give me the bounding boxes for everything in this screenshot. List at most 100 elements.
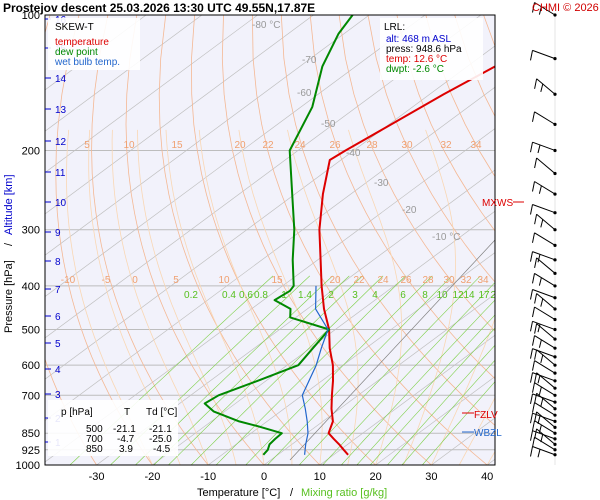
y-axis-label-altitude: Altitude [km]	[3, 174, 15, 235]
dry-adiabat-line	[125, 15, 265, 465]
x-axis-label-temp: Temperature [°C]	[197, 487, 280, 499]
mixing-ratio-line	[401, 359, 495, 465]
wind-barb	[532, 402, 557, 417]
temperature-tick-label: -20	[144, 471, 160, 483]
altitude-tick-label: 4	[55, 365, 61, 376]
wind-barb	[532, 111, 557, 126]
pressure-tick-label: 500	[22, 325, 40, 337]
pressure-tick-label: 400	[22, 281, 40, 293]
isotherm-line	[96, 169, 495, 465]
isotherm-line	[152, 210, 495, 465]
x-axis-label-mix: Mixing ratio [g/kg]	[301, 487, 387, 499]
mixing-ratio-label: 30	[401, 140, 413, 151]
legend: SKEW-T temperature dew point wet bulb te…	[48, 18, 140, 70]
wind-barb	[534, 411, 557, 430]
wind-barb-feather	[532, 2, 535, 13]
mixing-ratio-label: 0.2	[184, 290, 198, 301]
mixing-ratio-label: 20	[234, 140, 246, 151]
dry-adiabat-line	[396, 15, 495, 232]
table-header-t: T	[124, 407, 130, 418]
isotherm-line	[45, 15, 426, 297]
altitude-tick-label: 8	[55, 257, 61, 268]
wind-barb-feather	[532, 420, 535, 431]
wind-barb-feather	[532, 273, 535, 284]
wind-barb-feather	[537, 323, 541, 333]
table-cell: 850	[86, 444, 103, 455]
pressure-tick-label: 100	[22, 10, 40, 22]
table-cell: -25.0	[149, 434, 172, 445]
altitude-tick-label: 3	[55, 390, 61, 401]
wind-barb	[532, 382, 557, 397]
isotherm-line	[45, 45, 495, 380]
wind-barb-feather	[537, 375, 541, 384]
sounding-table: p [hPa] T Td [°C] 500 -21.1 -21.1 700 -4…	[48, 400, 178, 456]
isotherm-label: -80 °C	[252, 20, 280, 31]
wind-barb-feather	[538, 339, 542, 348]
wind-barb-shaft	[534, 181, 556, 195]
moist-adiabat-line	[287, 129, 359, 465]
mixing-ratio-line	[387, 344, 495, 465]
moist-adiabat-line	[137, 129, 237, 465]
mxws-marker: MXWS	[482, 198, 524, 209]
wind-barb-feather	[530, 348, 533, 359]
temperature-tick-label: 40	[481, 471, 493, 483]
mixing-ratio-label: 8	[422, 290, 428, 301]
mixing-ratio-label: 32	[440, 140, 452, 151]
wind-barb-shaft	[534, 360, 556, 374]
wind-barb-feather	[532, 181, 535, 192]
altitude-tick-label: 9	[55, 228, 61, 239]
legend-temperature: temperature	[55, 37, 109, 48]
wind-barb-shaft	[536, 293, 556, 310]
wind-barb	[532, 181, 557, 196]
isotherm-line	[45, 15, 370, 256]
temperature-tick-label: 20	[369, 471, 381, 483]
mixing-ratio-line	[341, 299, 495, 465]
wind-barb-shaft	[534, 2, 556, 16]
mixing-ratio-label: 22	[262, 140, 274, 151]
moist-adiabat-line	[486, 450, 495, 465]
y-axis-label-sep: /	[3, 242, 15, 246]
wind-barb	[534, 293, 557, 311]
mixing-ratio-label: 15	[171, 140, 183, 151]
table-header-p: p [hPa]	[61, 407, 93, 418]
mixing-ratio-label: 20	[490, 290, 502, 301]
mixing-ratio-label: 4	[372, 290, 378, 301]
isotherm-line	[45, 15, 258, 173]
wind-barb-shaft	[536, 157, 556, 174]
lrl-temp: temp: 12.6 °C	[386, 54, 447, 65]
wind-barb-shaft	[532, 49, 556, 60]
table-header-td: Td [°C]	[146, 407, 177, 418]
plot-frame	[44, 14, 496, 466]
wind-barb-shaft	[536, 213, 556, 231]
wind-barb-feather	[540, 83, 544, 93]
wind-barb-feather	[537, 449, 541, 458]
wind-barb-shaft	[534, 402, 556, 416]
isotherm-line	[543, 15, 600, 465]
wind-barb-feather	[534, 214, 538, 225]
mixing-ratio-label: 0	[132, 275, 138, 286]
wind-barb	[534, 78, 557, 96]
isotherm-line	[375, 376, 495, 465]
mixing-ratio-line	[215, 275, 406, 465]
wind-barb-shaft	[536, 428, 556, 445]
wind-barb	[530, 141, 557, 154]
mixing-ratio-label: 0.6	[239, 290, 253, 301]
wind-barb-feather	[540, 298, 544, 307]
fzlv-label: FZLV	[474, 410, 498, 421]
mixing-ratio-label: 2	[328, 290, 334, 301]
isotherm-line	[45, 86, 495, 421]
moist-adiabat-line	[403, 129, 456, 465]
plot-area	[45, 15, 495, 465]
mixing-ratio-label: 24	[377, 275, 389, 286]
wind-barb-shaft	[532, 446, 556, 456]
isotherm-line	[263, 293, 495, 465]
copyright-label: CHMI © 2026	[532, 2, 599, 14]
mixing-ratio-line	[356, 314, 495, 465]
wind-barb-shaft	[534, 232, 556, 246]
temperature-tick-label: 0	[261, 471, 267, 483]
altitude-tick-label: 6	[55, 312, 61, 323]
table-cell: -21.1	[113, 424, 136, 435]
mixing-ratio-label: 5	[84, 140, 90, 151]
mxws-label: MXWS	[482, 198, 513, 209]
